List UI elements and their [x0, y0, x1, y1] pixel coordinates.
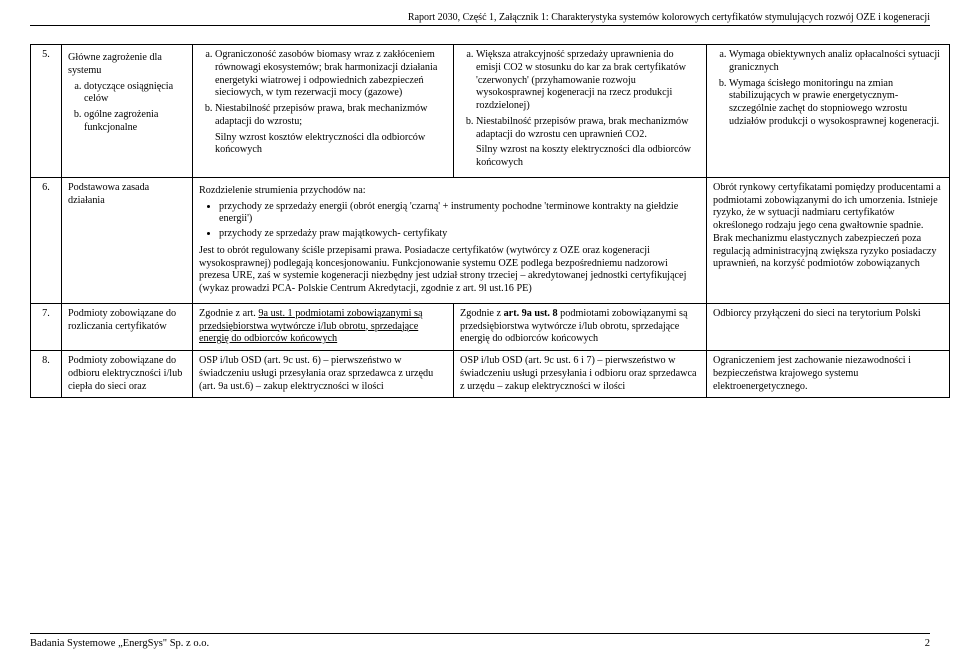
label-item-b: ogólne zagrożenia funkcjonalne	[84, 109, 186, 135]
bullet-list: przychody ze sprzedaży energii (obrót en…	[199, 201, 700, 241]
header-rule	[30, 25, 930, 26]
bullet-item: przychody ze sprzedaży energii (obrót en…	[219, 201, 700, 227]
cell-list: Wymaga obiektywnych analiz opłacalności …	[713, 49, 943, 129]
text-pre: Zgodnie z	[460, 308, 504, 319]
list-item: Ograniczoność zasobów biomasy wraz z zak…	[215, 49, 447, 100]
row-label: Podstawowa zasada działania	[62, 177, 193, 303]
cell-list: Większa atrakcyjność sprzedaży uprawnien…	[460, 49, 700, 141]
label-list: dotyczące osiągnięcia celów ogólne zagro…	[68, 81, 186, 135]
cell-col-c: Obrót rynkowy certyfikatami pomiędzy pro…	[707, 177, 950, 303]
table-row: 8. Podmioty zobowiązane do odbioru elekt…	[31, 351, 950, 398]
list-item: Wymaga ścisłego monitoringu na zmian sta…	[729, 78, 943, 129]
cell-tail: Silny wzrost kosztów elektryczności dla …	[199, 132, 447, 158]
row-label: Podmioty zobowiązane do odbioru elektryc…	[62, 351, 193, 398]
main-table: 5. Główne zagrożenie dla systemu dotyczą…	[30, 44, 950, 398]
cell-tail: Silny wzrost na koszty elektryczności dl…	[460, 144, 700, 170]
cell-col-a: Ograniczoność zasobów biomasy wraz z zak…	[193, 45, 454, 178]
cell-col-b: Większa atrakcyjność sprzedaży uprawnien…	[454, 45, 707, 178]
bullet-item: przychody ze sprzedaży praw majątkowych-…	[219, 228, 700, 241]
cell-list: Ograniczoność zasobów biomasy wraz z zak…	[199, 49, 447, 129]
text-bold: art. 9a ust. 8	[504, 308, 558, 319]
merged-intro: Rozdzielenie strumienia przychodów na:	[199, 185, 700, 198]
cell-col-a: OSP i/lub OSD (art. 9c ust. 6) – pierwsz…	[193, 351, 454, 398]
cell-col-b: OSP i/lub OSD (art. 9c ust. 6 i 7) – pie…	[454, 351, 707, 398]
cell-col-a: Zgodnie z art. 9a ust. 1 podmiotami zobo…	[193, 303, 454, 350]
footer-row: Badania Systemowe „EnergSys" Sp. z o.o. …	[30, 638, 930, 649]
cell-merged-ab: Rozdzielenie strumienia przychodów na: p…	[193, 177, 707, 303]
header-text: Raport 2030, Część 1, Załącznik 1: Chara…	[30, 12, 930, 23]
row-number: 6.	[31, 177, 62, 303]
cell-col-c: Ograniczeniem jest zachowanie niezawodno…	[707, 351, 950, 398]
merged-para: Jest to obrót regulowany ściśle przepisa…	[199, 245, 700, 296]
list-item: Wymaga obiektywnych analiz opłacalności …	[729, 49, 943, 75]
label-intro: Główne zagrożenie dla systemu	[68, 52, 186, 78]
table-row: 5. Główne zagrożenie dla systemu dotyczą…	[31, 45, 950, 178]
list-item: Większa atrakcyjność sprzedaży uprawnien…	[476, 49, 700, 113]
cell-col-c: Odbiorcy przyłączeni do sieci na terytor…	[707, 303, 950, 350]
footer-right: 2	[925, 638, 930, 649]
list-item: Niestabilność przepisów prawa, brak mech…	[476, 116, 700, 142]
footer-rule	[30, 633, 930, 634]
page: Raport 2030, Część 1, Załącznik 1: Chara…	[0, 0, 960, 398]
text-pre: Zgodnie z art.	[199, 308, 258, 319]
row-number: 8.	[31, 351, 62, 398]
row-number: 5.	[31, 45, 62, 178]
footer-left: Badania Systemowe „EnergSys" Sp. z o.o.	[30, 638, 209, 649]
row-number: 7.	[31, 303, 62, 350]
list-item: Niestabilność przepisów prawa, brak mech…	[215, 103, 447, 129]
cell-col-b: Zgodnie z art. 9a ust. 8 podmiotami zobo…	[454, 303, 707, 350]
table-row: 7. Podmioty zobowiązane do rozliczania c…	[31, 303, 950, 350]
table-row: 6. Podstawowa zasada działania Rozdziele…	[31, 177, 950, 303]
row-label: Podmioty zobowiązane do rozliczania cert…	[62, 303, 193, 350]
row-label: Główne zagrożenie dla systemu dotyczące …	[62, 45, 193, 178]
label-item-a: dotyczące osiągnięcia celów	[84, 81, 186, 107]
cell-col-c: Wymaga obiektywnych analiz opłacalności …	[707, 45, 950, 178]
footer: Badania Systemowe „EnergSys" Sp. z o.o. …	[30, 633, 930, 649]
